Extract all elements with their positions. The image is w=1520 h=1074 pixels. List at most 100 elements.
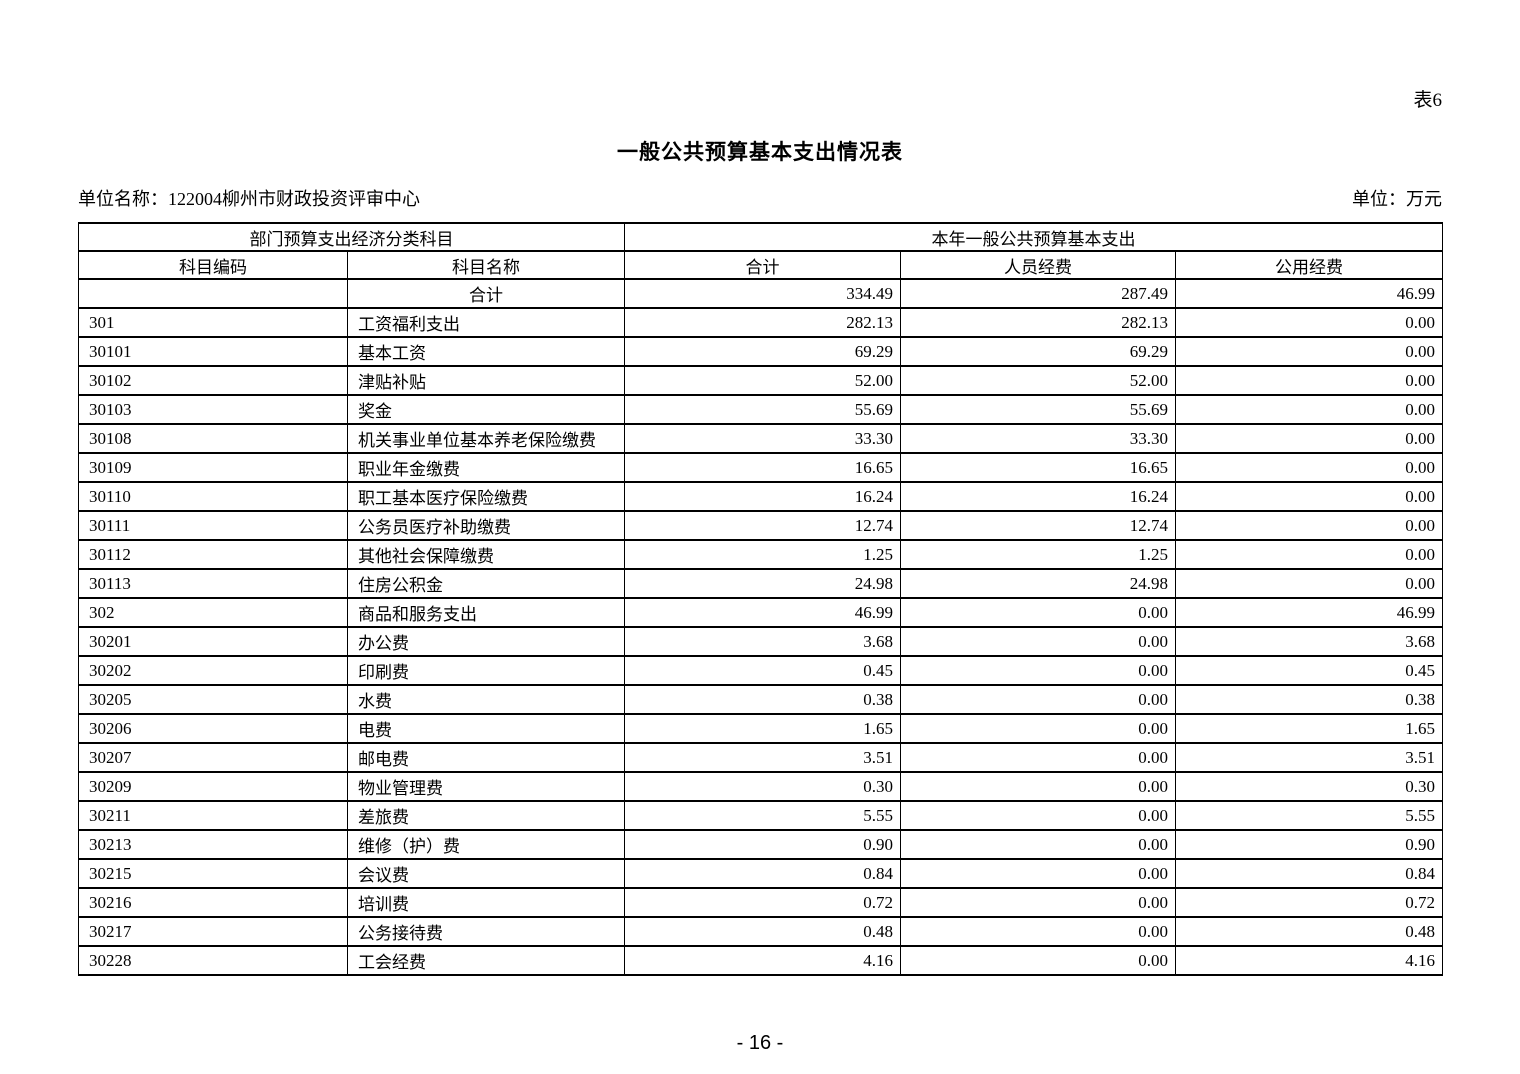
row-total-cell: 3.68 xyxy=(624,626,901,657)
row-total-cell: 1.65 xyxy=(624,713,901,744)
table-row: 30201 办公费 3.68 0.00 3.68 xyxy=(78,626,1443,657)
page-number: - 16 - xyxy=(736,1032,784,1054)
row-public-cell: 0.00 xyxy=(1175,568,1443,599)
row-code-cell: 301 xyxy=(78,307,348,338)
row-public-cell: 0.00 xyxy=(1175,365,1443,396)
row-personnel-cell: 0.00 xyxy=(900,829,1176,860)
row-name-cell: 其他社会保障缴费 xyxy=(347,539,625,570)
row-public-cell: 0.00 xyxy=(1175,481,1443,512)
row-code-cell: 30209 xyxy=(78,771,348,802)
row-total-cell: 24.98 xyxy=(624,568,901,599)
table-number-label: 表6 xyxy=(1413,90,1442,111)
row-personnel-cell: 287.49 xyxy=(900,278,1176,309)
row-public-cell: 0.00 xyxy=(1175,307,1443,338)
row-public-cell: 0.84 xyxy=(1175,858,1443,889)
row-personnel-cell: 55.69 xyxy=(900,394,1176,425)
row-public-cell: 46.99 xyxy=(1175,597,1443,628)
row-public-cell: 4.16 xyxy=(1175,945,1443,976)
column-header-total: 合计 xyxy=(624,250,901,280)
row-total-cell: 334.49 xyxy=(624,278,901,309)
row-public-cell: 0.45 xyxy=(1175,655,1443,686)
table-row: 合计 334.49 287.49 46.99 xyxy=(78,278,1443,309)
row-code-cell: 30211 xyxy=(78,800,348,831)
row-code-cell: 30206 xyxy=(78,713,348,744)
row-name-cell: 商品和服务支出 xyxy=(347,597,625,628)
row-name-cell: 职工基本医疗保险缴费 xyxy=(347,481,625,512)
table-row: 30215 会议费 0.84 0.00 0.84 xyxy=(78,858,1443,889)
row-total-cell: 69.29 xyxy=(624,336,901,367)
row-personnel-cell: 0.00 xyxy=(900,597,1176,628)
table-row: 30113 住房公积金 24.98 24.98 0.00 xyxy=(78,568,1443,599)
row-name-cell: 水费 xyxy=(347,684,625,715)
row-public-cell: 0.72 xyxy=(1175,887,1443,918)
row-personnel-cell: 16.24 xyxy=(900,481,1176,512)
table-row: 302 商品和服务支出 46.99 0.00 46.99 xyxy=(78,597,1443,628)
row-personnel-cell: 0.00 xyxy=(900,742,1176,773)
row-code-cell: 30109 xyxy=(78,452,348,483)
row-name-cell: 职业年金缴费 xyxy=(347,452,625,483)
row-name-cell: 会议费 xyxy=(347,858,625,889)
row-total-cell: 12.74 xyxy=(624,510,901,541)
row-code-cell: 30108 xyxy=(78,423,348,454)
row-name-cell: 津贴补贴 xyxy=(347,365,625,396)
column-header-name: 科目名称 xyxy=(347,250,625,280)
row-name-cell: 住房公积金 xyxy=(347,568,625,599)
row-public-cell: 0.00 xyxy=(1175,510,1443,541)
header-basic-expenditure-group: 本年一般公共预算基本支出 xyxy=(624,222,1443,252)
row-code-cell: 30228 xyxy=(78,945,348,976)
row-total-cell: 4.16 xyxy=(624,945,901,976)
row-code-cell: 30202 xyxy=(78,655,348,686)
row-code-cell: 30201 xyxy=(78,626,348,657)
row-code-cell: 30112 xyxy=(78,539,348,570)
header-classification-group: 部门预算支出经济分类科目 xyxy=(78,222,625,252)
row-name-cell: 工资福利支出 xyxy=(347,307,625,338)
row-name-cell: 公务员医疗补助缴费 xyxy=(347,510,625,541)
row-total-cell: 0.48 xyxy=(624,916,901,947)
row-personnel-cell: 0.00 xyxy=(900,945,1176,976)
row-total-cell: 33.30 xyxy=(624,423,901,454)
row-name-cell: 差旅费 xyxy=(347,800,625,831)
row-name-cell: 办公费 xyxy=(347,626,625,657)
column-header-code: 科目编码 xyxy=(78,250,348,280)
row-name-cell: 奖金 xyxy=(347,394,625,425)
budget-expenditure-table: 部门预算支出经济分类科目 本年一般公共预算基本支出 科目编码 科目名称 合计 人… xyxy=(78,222,1443,976)
row-personnel-cell: 282.13 xyxy=(900,307,1176,338)
row-public-cell: 0.00 xyxy=(1175,452,1443,483)
table-row: 30209 物业管理费 0.30 0.00 0.30 xyxy=(78,771,1443,802)
row-code-cell: 30205 xyxy=(78,684,348,715)
table-row: 30110 职工基本医疗保险缴费 16.24 16.24 0.00 xyxy=(78,481,1443,512)
table-row: 30102 津贴补贴 52.00 52.00 0.00 xyxy=(78,365,1443,396)
row-public-cell: 0.38 xyxy=(1175,684,1443,715)
row-public-cell: 0.90 xyxy=(1175,829,1443,860)
row-total-cell: 0.45 xyxy=(624,655,901,686)
row-code-cell: 30207 xyxy=(78,742,348,773)
row-total-cell: 0.72 xyxy=(624,887,901,918)
row-total-cell: 0.38 xyxy=(624,684,901,715)
row-code-cell: 30216 xyxy=(78,887,348,918)
row-code-cell xyxy=(78,278,348,309)
row-personnel-cell: 0.00 xyxy=(900,887,1176,918)
row-total-cell: 0.30 xyxy=(624,771,901,802)
table-header: 部门预算支出经济分类科目 本年一般公共预算基本支出 科目编码 科目名称 合计 人… xyxy=(78,222,1443,280)
row-name-cell: 培训费 xyxy=(347,887,625,918)
row-total-cell: 55.69 xyxy=(624,394,901,425)
row-code-cell: 302 xyxy=(78,597,348,628)
row-total-cell: 282.13 xyxy=(624,307,901,338)
row-public-cell: 0.00 xyxy=(1175,539,1443,570)
table-row: 30101 基本工资 69.29 69.29 0.00 xyxy=(78,336,1443,367)
unit-info-line: 单位名称：122004柳州市财政投资评审中心 单位：万元 xyxy=(78,187,1442,211)
row-name-cell: 邮电费 xyxy=(347,742,625,773)
row-personnel-cell: 12.74 xyxy=(900,510,1176,541)
row-code-cell: 30110 xyxy=(78,481,348,512)
row-personnel-cell: 69.29 xyxy=(900,336,1176,367)
row-personnel-cell: 1.25 xyxy=(900,539,1176,570)
row-total-cell: 16.65 xyxy=(624,452,901,483)
row-total-cell: 0.84 xyxy=(624,858,901,889)
table-row: 301 工资福利支出 282.13 282.13 0.00 xyxy=(78,307,1443,338)
row-name-cell: 电费 xyxy=(347,713,625,744)
row-public-cell: 0.00 xyxy=(1175,394,1443,425)
table-row: 30228 工会经费 4.16 0.00 4.16 xyxy=(78,945,1443,976)
row-code-cell: 30102 xyxy=(78,365,348,396)
row-public-cell: 3.51 xyxy=(1175,742,1443,773)
